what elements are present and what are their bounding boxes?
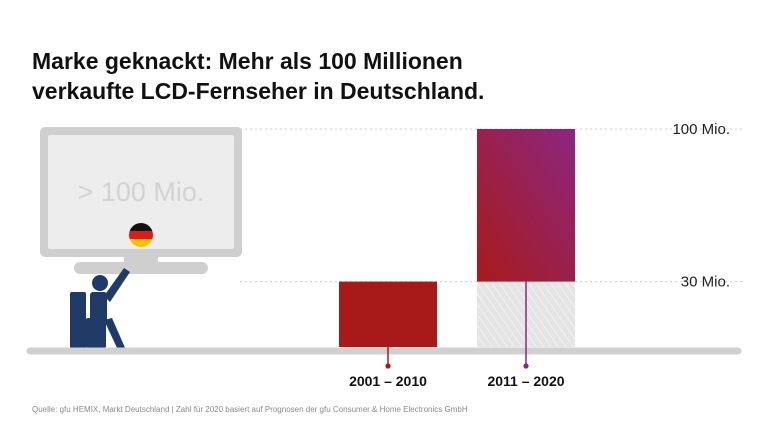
category-dot-2 bbox=[523, 363, 529, 369]
tv-neck bbox=[124, 257, 158, 263]
bar-2011-2020 bbox=[477, 129, 575, 282]
tv-screen-text: > 100 Mio. bbox=[78, 177, 205, 207]
category-label-2001-2010: 2001 – 2010 bbox=[349, 373, 427, 389]
y-tick-label-100: 100 Mio. bbox=[672, 121, 730, 138]
chart-title: Marke geknackt: Mehr als 100 Millionen v… bbox=[32, 46, 484, 106]
chart-title-line-2: verkaufte LCD-Fernseher in Deutschland. bbox=[32, 78, 485, 104]
chart-title-line-1: Marke geknackt: Mehr als 100 Millionen bbox=[32, 48, 463, 74]
y-tick-label-30: 30 Mio. bbox=[681, 274, 730, 291]
category-label-2011-2020: 2011 – 2020 bbox=[487, 373, 564, 389]
tv-screen bbox=[48, 135, 234, 249]
bar-2001-2010 bbox=[339, 281, 437, 347]
category-dot-1 bbox=[385, 363, 391, 369]
germany-flag-icon bbox=[129, 223, 153, 247]
source-note: Quelle: gfu HEMIX, Markt Deutschland | Z… bbox=[32, 405, 468, 414]
tv-illustration: > 100 Mio. bbox=[40, 127, 242, 274]
person-pointing-icon bbox=[70, 268, 130, 350]
tv-stand bbox=[74, 262, 208, 274]
